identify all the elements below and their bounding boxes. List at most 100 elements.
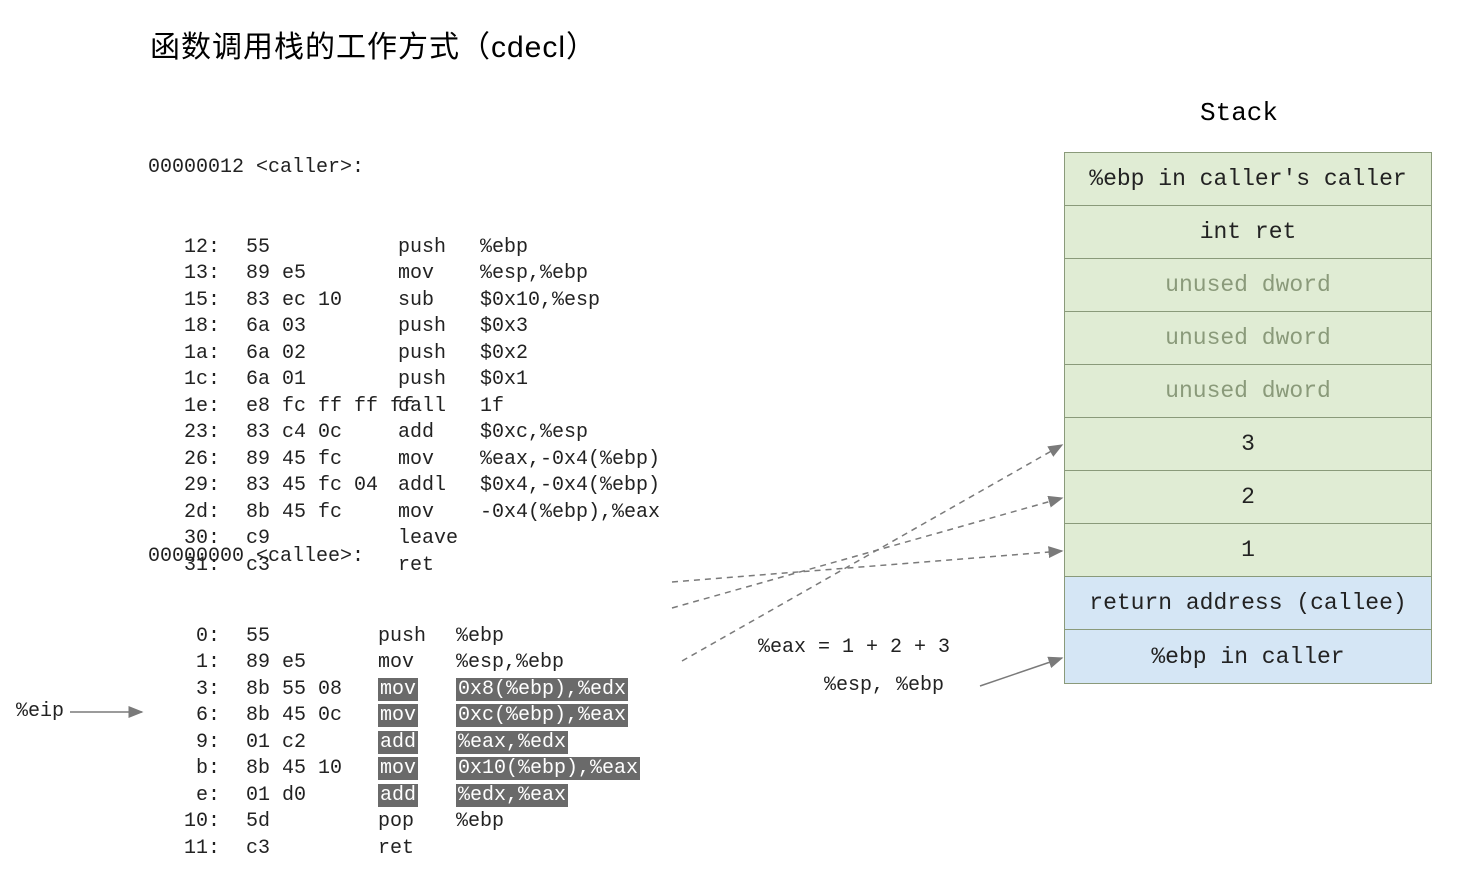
asm-mnemonic: mov [378, 703, 456, 730]
asm-mnemonic: push [378, 624, 456, 651]
asm-mnemonic: add [378, 783, 456, 810]
asm-bytes: 01 d0 [220, 783, 378, 810]
asm-row: b:8b 45 10mov0x10(%ebp),%eax [148, 756, 640, 783]
asm-row: 10:5dpop%ebp [148, 809, 640, 836]
asm-mnemonic: mov [398, 447, 480, 474]
stack-cell: 3 [1065, 418, 1431, 471]
asm-row: 0:55push%ebp [148, 624, 640, 651]
page-title: 函数调用栈的工作方式（cdecl） [150, 22, 597, 66]
asm-addr: 1e: [148, 394, 220, 421]
asm-operands: %eax,%edx [456, 730, 568, 757]
asm-bytes: 8b 55 08 [220, 677, 378, 704]
asm-row: 26:89 45 fcmov%eax,-0x4(%ebp) [148, 447, 660, 474]
asm-row: 6:8b 45 0cmov0xc(%ebp),%eax [148, 703, 640, 730]
asm-addr: b: [148, 756, 220, 783]
stack-cell: unused dword [1065, 312, 1431, 365]
asm-bytes: 89 45 fc [220, 447, 398, 474]
asm-mnemonic: mov [398, 261, 480, 288]
asm-addr: 1: [148, 650, 220, 677]
asm-addr: 13: [148, 261, 220, 288]
asm-operands: %eax,-0x4(%ebp) [480, 447, 660, 474]
asm-addr: 26: [148, 447, 220, 474]
asm-row: 1e:e8 fc ff ff ffcall1f [148, 394, 660, 421]
asm-mnemonic: mov [378, 756, 456, 783]
asm-callee-block: 00000000 <callee>: 0:55push%ebp1:89 e5mo… [148, 491, 640, 889]
asm-mnemonic: add [398, 420, 480, 447]
asm-bytes: 89 e5 [220, 261, 398, 288]
asm-bytes: c3 [220, 836, 378, 863]
asm-row: 3:8b 55 08mov0x8(%ebp),%edx [148, 677, 640, 704]
callee-header: 00000000 <callee>: [148, 544, 640, 571]
asm-mnemonic: pop [378, 809, 456, 836]
asm-bytes: 55 [220, 624, 378, 651]
asm-mnemonic: mov [378, 650, 456, 677]
asm-bytes: 83 ec 10 [220, 288, 398, 315]
asm-bytes: 5d [220, 809, 378, 836]
asm-addr: e: [148, 783, 220, 810]
stack-cell: unused dword [1065, 259, 1431, 312]
stack-title: Stack [1200, 98, 1278, 128]
asm-row: 11:c3ret [148, 836, 640, 863]
esp-label: %esp, %ebp [824, 674, 944, 697]
asm-operands: %ebp [456, 624, 504, 651]
stack-cell: unused dword [1065, 365, 1431, 418]
stack-cell: 1 [1065, 524, 1431, 577]
caller-header: 00000012 <caller>: [148, 155, 660, 182]
asm-operands: 0x8(%ebp),%edx [456, 677, 628, 704]
eax-label: %eax = 1 + 2 + 3 [758, 636, 950, 659]
asm-mnemonic: call [398, 394, 480, 421]
stack-cell: %ebp in caller [1065, 630, 1431, 683]
asm-bytes: 6a 03 [220, 314, 398, 341]
asm-addr: 1a: [148, 341, 220, 368]
asm-addr: 10: [148, 809, 220, 836]
asm-addr: 1c: [148, 367, 220, 394]
asm-operands: $0x3 [480, 314, 528, 341]
asm-operands: $0x1 [480, 367, 528, 394]
asm-operands: %ebp [456, 809, 504, 836]
asm-operands: %ebp [480, 235, 528, 262]
asm-mnemonic: push [398, 314, 480, 341]
stack-cell: int ret [1065, 206, 1431, 259]
asm-bytes: 89 e5 [220, 650, 378, 677]
asm-row: 23:83 c4 0cadd$0xc,%esp [148, 420, 660, 447]
asm-operands: $0xc,%esp [480, 420, 588, 447]
asm-bytes: 8b 45 0c [220, 703, 378, 730]
asm-row: 1:89 e5mov%esp,%ebp [148, 650, 640, 677]
asm-operands: %esp,%ebp [480, 261, 588, 288]
asm-row: 15:83 ec 10sub$0x10,%esp [148, 288, 660, 315]
asm-operands: 1f [480, 394, 516, 421]
asm-row: e:01 d0add%edx,%eax [148, 783, 640, 810]
asm-operands: %edx,%eax [456, 783, 568, 810]
asm-addr: 6: [148, 703, 220, 730]
asm-bytes: 01 c2 [220, 730, 378, 757]
asm-addr: 0: [148, 624, 220, 651]
asm-bytes: 6a 01 [220, 367, 398, 394]
asm-mnemonic: push [398, 341, 480, 368]
asm-row: 1c:6a 01push$0x1 [148, 367, 660, 394]
asm-addr: 15: [148, 288, 220, 315]
asm-operands: 0xc(%ebp),%eax [456, 703, 628, 730]
asm-row: 18:6a 03push$0x3 [148, 314, 660, 341]
asm-bytes: 6a 02 [220, 341, 398, 368]
asm-mnemonic: sub [398, 288, 480, 315]
asm-mnemonic: mov [378, 677, 456, 704]
asm-bytes: 8b 45 10 [220, 756, 378, 783]
asm-operands: 0x10(%ebp),%eax [456, 756, 640, 783]
stack-cell: return address (callee) [1065, 577, 1431, 630]
asm-mnemonic: add [378, 730, 456, 757]
asm-addr: 11: [148, 836, 220, 863]
asm-row: 9:01 c2add%eax,%edx [148, 730, 640, 757]
asm-addr: 18: [148, 314, 220, 341]
asm-operands: $0x10,%esp [480, 288, 600, 315]
stack-cell: 2 [1065, 471, 1431, 524]
asm-bytes: e8 fc ff ff ff [220, 394, 398, 421]
asm-row: 13:89 e5mov%esp,%ebp [148, 261, 660, 288]
asm-addr: 9: [148, 730, 220, 757]
asm-addr: 23: [148, 420, 220, 447]
asm-addr: 12: [148, 235, 220, 262]
asm-mnemonic: push [398, 235, 480, 262]
stack-diagram: %ebp in caller's callerint retunused dwo… [1064, 152, 1432, 684]
stack-cell: %ebp in caller's caller [1065, 153, 1431, 206]
eip-label: %eip [16, 700, 64, 723]
asm-bytes: 55 [220, 235, 398, 262]
